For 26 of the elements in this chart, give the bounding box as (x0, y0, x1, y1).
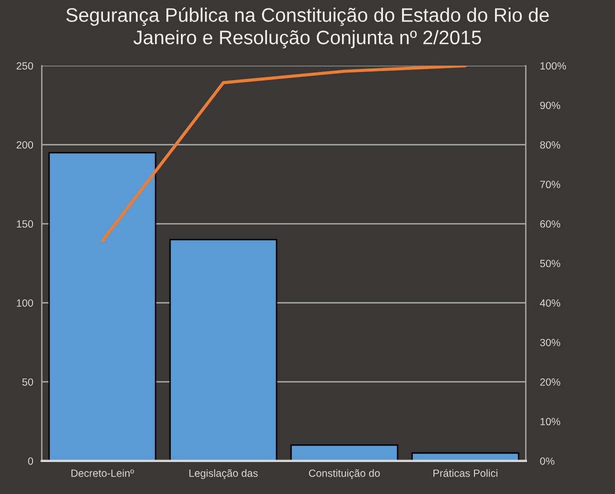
y2-tick-label: 0% (540, 457, 554, 465)
y2-tick-label: 100% (540, 62, 566, 70)
y2-tick-label: 70% (540, 180, 560, 188)
chart-title: Segurança Pública na Constituição do Estado do Rio de Janeiro e Resolução Conjunta nº 2/2015 (66, 7, 549, 48)
y-tick-label: 100 (16, 299, 34, 307)
y2-tick-label: 40% (540, 299, 560, 307)
bar (48, 152, 156, 461)
y2-tick-label: 80% (540, 141, 560, 149)
y2-tick-label: 10% (540, 418, 560, 426)
y-tick-label: 150 (16, 220, 34, 228)
y-tick-label: 200 (16, 141, 34, 149)
x-tick-label: Constituição do (308, 469, 380, 479)
y-tick-label: 250 (16, 62, 34, 70)
x-tick-label: Práticas Polici (433, 469, 498, 477)
bar (169, 238, 278, 461)
y2-tick-label: 50% (540, 260, 560, 268)
y2-tick-label: 90% (540, 102, 560, 110)
x-tick-label: Legislação das (189, 469, 258, 479)
y2-tick-label: 20% (540, 378, 560, 386)
line-series (100, 66, 467, 242)
y-tick-label: 50 (22, 378, 34, 386)
y2-tick-label: 30% (540, 338, 560, 346)
y-tick-label: 0 (28, 457, 34, 465)
x-tick-label: Decreto-Leinº (71, 469, 134, 477)
bar (290, 444, 398, 461)
y2-tick-label: 60% (540, 220, 560, 228)
